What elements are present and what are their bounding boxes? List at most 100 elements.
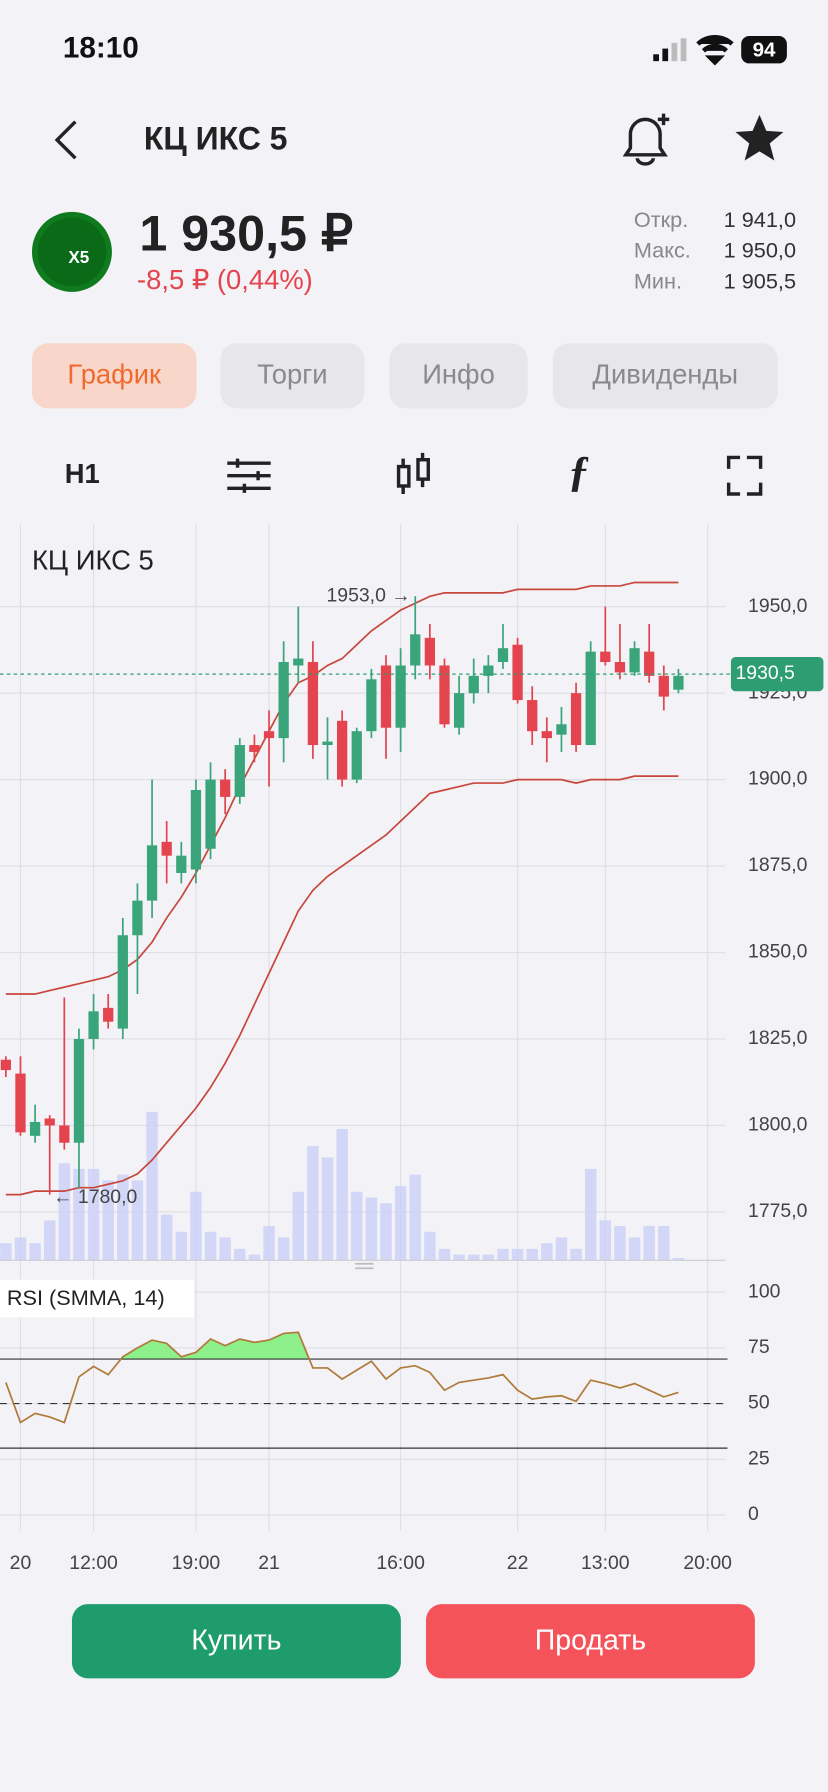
x-tick-label: 21 (258, 1552, 280, 1574)
candle-body (600, 651, 611, 663)
x-tick-label: 22 (507, 1552, 529, 1574)
volume-bar (0, 1243, 12, 1261)
wifi-icon (696, 34, 734, 66)
annotation: ← 1780,0 (53, 1186, 137, 1208)
annotation: 1953,0 → (327, 584, 411, 606)
stat-label: Мин. (634, 268, 682, 293)
resize-handle[interactable] (355, 1262, 374, 1270)
volume-bar (614, 1226, 626, 1261)
candle-body (585, 651, 596, 746)
alert-button[interactable] (622, 113, 670, 166)
y-tick-label: 1775,0 (748, 1200, 808, 1222)
stat-label: Откр. (634, 207, 688, 232)
settings-icon[interactable] (227, 458, 271, 493)
volume-bar (482, 1254, 495, 1261)
plot-area (0, 523, 828, 1531)
sell-button[interactable] (425, 1604, 755, 1679)
volume-bar (44, 1220, 56, 1261)
candle-body (263, 731, 275, 739)
candle-body (234, 745, 245, 797)
candle-body (59, 1125, 70, 1143)
title: КЦ ИКС 5 (144, 121, 288, 157)
volume-bar (117, 1174, 129, 1261)
chart-type-icon[interactable] (396, 452, 430, 494)
y-tick-label: 1950,0 (748, 595, 808, 617)
volume-bar (29, 1243, 41, 1261)
candle-body (497, 648, 509, 663)
price: 1 930,5 ₽ (139, 205, 353, 261)
volume-bar (380, 1203, 392, 1261)
rsi-label-box (0, 1279, 195, 1318)
fullscreen-icon[interactable] (726, 455, 763, 496)
candle-body (190, 789, 202, 870)
last-price-tag (730, 656, 824, 692)
x-tick-label: 12:00 (69, 1552, 118, 1574)
candle-body (380, 665, 392, 728)
candle-body (176, 855, 187, 873)
favorite-button[interactable] (735, 114, 784, 161)
tab[interactable] (552, 343, 778, 409)
tab[interactable] (31, 343, 197, 409)
band-line (5, 775, 679, 1196)
volume-bar (248, 1254, 261, 1261)
volume-bar (424, 1231, 436, 1261)
battery-level: 94 (753, 38, 776, 61)
x-tick-label: 16:00 (376, 1552, 425, 1574)
candle-body (673, 675, 684, 690)
candle-body (527, 700, 538, 732)
candle-body (629, 648, 640, 673)
sell-label: Продать (535, 1624, 646, 1656)
volume-bar (263, 1226, 275, 1261)
tab[interactable] (220, 343, 365, 409)
volume-bar (219, 1237, 231, 1261)
volume-bar (102, 1180, 114, 1261)
last-price-label: 1930,5 (735, 662, 794, 684)
candle-body (453, 693, 465, 728)
tab-label: Инфо (422, 359, 495, 390)
volume-bar (73, 1168, 85, 1261)
volume-bar (468, 1254, 480, 1261)
interval[interactable]: H1 (65, 458, 100, 489)
candle-body (278, 662, 289, 739)
volume-bar (570, 1248, 582, 1261)
volume-bar (555, 1237, 568, 1261)
rsi-chart: 0 25 50 75 100 RSI (SMMA, 14) (0, 1279, 781, 1525)
candle-body (29, 1121, 41, 1136)
indicators-icon[interactable]: ƒ (568, 448, 590, 496)
candle-body (644, 651, 655, 676)
volume-bar (409, 1174, 421, 1261)
back-button[interactable] (54, 120, 77, 160)
tab[interactable] (389, 343, 528, 409)
candle-body (439, 665, 450, 725)
x-tick-label: 20 (10, 1552, 32, 1574)
candle-body (146, 845, 158, 901)
volume-bar (497, 1248, 509, 1261)
y-tick-label: 1850,0 (748, 941, 808, 963)
volume-bar (87, 1168, 100, 1261)
y-tick-label: 1900,0 (748, 768, 808, 790)
y-tick-label: 25 (748, 1447, 770, 1469)
volume-bar (160, 1214, 173, 1261)
volume-bar (277, 1237, 290, 1261)
y-tick-label: 0 (748, 1503, 759, 1525)
volume-bar (599, 1220, 612, 1261)
y-tick-label: 1825,0 (748, 1027, 808, 1049)
candle-body (541, 731, 552, 739)
candle-body (483, 665, 494, 676)
buy-label: Купить (191, 1624, 281, 1656)
candle-body (132, 900, 143, 936)
volume-bar (365, 1197, 378, 1261)
candle-body (205, 779, 216, 849)
volume-bar (658, 1226, 670, 1261)
change: -8,5 ₽ (0,44%) (137, 264, 313, 295)
volume-bar (146, 1111, 158, 1261)
volume-bar (394, 1186, 407, 1261)
candle-body (161, 841, 172, 856)
volume-bar (351, 1191, 363, 1261)
volume-bar (336, 1128, 348, 1261)
volume-bar (584, 1168, 597, 1261)
buy-button[interactable] (71, 1604, 401, 1679)
stat-value: 1 905,5 (724, 268, 796, 293)
